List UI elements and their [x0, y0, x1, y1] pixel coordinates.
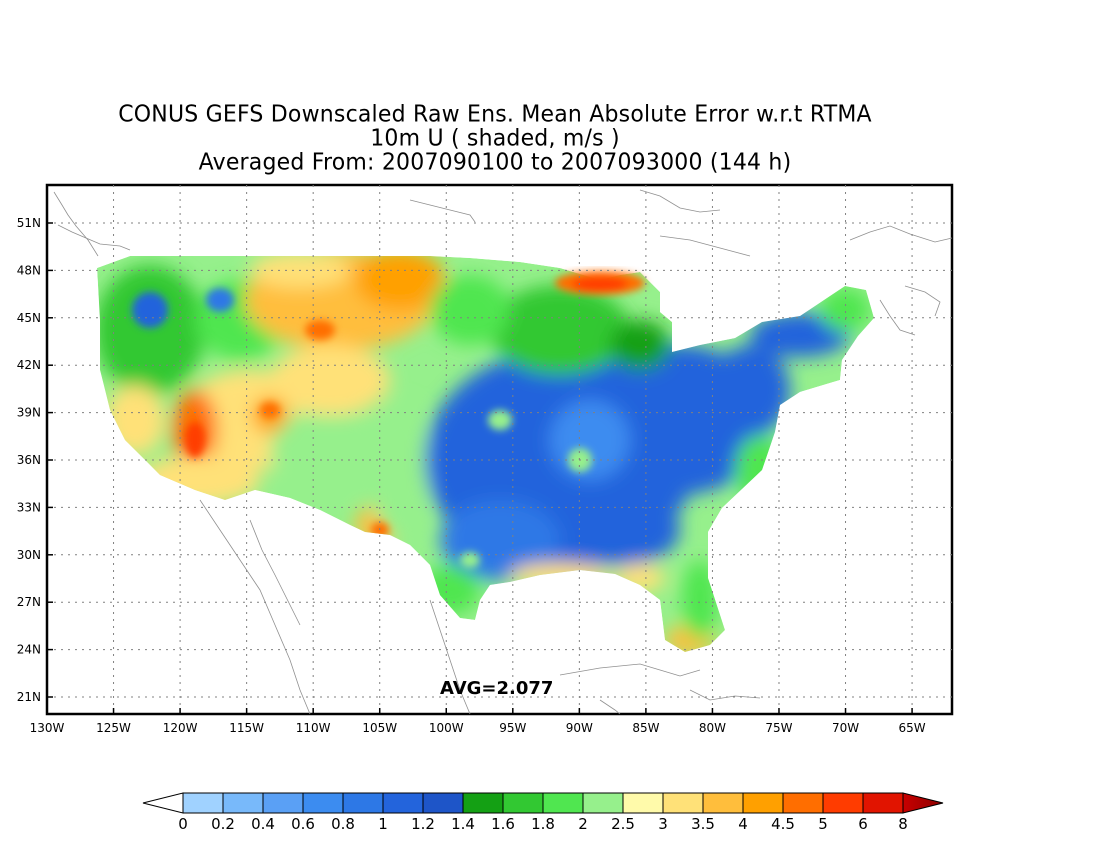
- longitude-axis: 130W 125W 120W 115W 110W 105W 100W 95W 90W 85W 80W…: [30, 708, 926, 735]
- title-line-1: CONUS GEFS Downscaled Raw Ens. Mean Abso…: [118, 101, 872, 128]
- lat-tick-label: 39N: [17, 406, 41, 420]
- latitude-axis: 51N 48N 45N 42N 39N 36N 33N 30N 27N 24N 21N: [17, 216, 53, 704]
- colorbar-box: [702, 792, 744, 814]
- colorbar-label: 3.5: [691, 815, 715, 833]
- lon-tick-label: 95W: [499, 721, 526, 735]
- coastline-layer: [53, 189, 953, 715]
- lon-tick-label: 85W: [632, 721, 659, 735]
- lon-tick-label: 80W: [699, 721, 726, 735]
- colorbar-label: 1: [378, 815, 388, 833]
- colorbar-box: [862, 792, 904, 814]
- lon-tick-label: 75W: [765, 721, 792, 735]
- lon-tick-label: 100W: [429, 721, 464, 735]
- colorbar-box: [262, 792, 304, 814]
- lon-tick-label: 120W: [163, 721, 198, 735]
- lon-tick-label: 105W: [362, 721, 397, 735]
- lake-superior-shading: [555, 271, 645, 295]
- colorbar-label: 0.6: [291, 815, 315, 833]
- lat-tick-label: 45N: [17, 311, 41, 325]
- lat-tick-label: 30N: [17, 548, 41, 562]
- colorbar-label: 1.8: [531, 815, 555, 833]
- average-label: AVG=2.077: [440, 678, 553, 699]
- lon-tick-label: 125W: [96, 721, 131, 735]
- colorbar-box: [502, 792, 544, 814]
- colorbar-box: [742, 792, 784, 814]
- colorbar-box: [342, 792, 384, 814]
- colorbar-box: [822, 792, 864, 814]
- colorbar-box: [662, 792, 704, 814]
- colorbar-label: 0.2: [211, 815, 235, 833]
- colorbar-label: 6: [858, 815, 868, 833]
- colorbar-under-triangle: [142, 792, 184, 814]
- lat-tick-label: 33N: [17, 500, 41, 514]
- colorbar-box: [622, 792, 664, 814]
- lat-tick-label: 27N: [17, 595, 41, 609]
- colorbar-box: [302, 792, 344, 814]
- lon-tick-label: 70W: [832, 721, 859, 735]
- colorbar-box: [182, 792, 224, 814]
- colorbar-over-triangle: [902, 792, 944, 814]
- colorbar-label: 4.5: [771, 815, 795, 833]
- lat-tick-label: 42N: [17, 358, 41, 372]
- colorbar-label: 5: [818, 815, 828, 833]
- title-line-3: Averaged From: 2007090100 to 2007093000 …: [198, 149, 792, 176]
- colorbar-label: 1.4: [451, 815, 475, 833]
- lat-tick-label: 36N: [17, 453, 41, 467]
- colorbar-label: 0.4: [251, 815, 275, 833]
- lat-tick-label: 24N: [17, 643, 41, 657]
- colorbar-label: 1.6: [491, 815, 515, 833]
- title-line-2: 10m U ( shaded, m/s ): [370, 125, 620, 152]
- lon-tick-label: 110W: [296, 721, 331, 735]
- lat-tick-label: 48N: [17, 263, 41, 277]
- colorbar-label: 0.8: [331, 815, 355, 833]
- colorbar-box: [542, 792, 584, 814]
- colorbar-label: 1.2: [411, 815, 435, 833]
- colorbar-label: 2: [578, 815, 588, 833]
- lon-tick-label: 90W: [566, 721, 593, 735]
- colorbar-box: [382, 792, 424, 814]
- colorbar-box: [222, 792, 264, 814]
- colorbar-box: [462, 792, 504, 814]
- colorbar-label: 3: [658, 815, 668, 833]
- lon-tick-label: 115W: [229, 721, 264, 735]
- colorbar: 0 0.2 0.4 0.6 0.8 1 1.2 1.4 1.6 1.8 2 2.5 3 3.5 4 4.5 5 6…: [142, 792, 944, 833]
- colorbar-box: [422, 792, 464, 814]
- colorbar-box: [782, 792, 824, 814]
- colorbar-label: 2.5: [611, 815, 635, 833]
- lat-tick-label: 51N: [17, 216, 41, 230]
- colorbar-box: [582, 792, 624, 814]
- lon-tick-label: 130W: [30, 721, 65, 735]
- colorbar-label: 8: [898, 815, 908, 833]
- lon-tick-label: 65W: [899, 721, 926, 735]
- colorbar-label: 0: [178, 815, 188, 833]
- lat-tick-label: 21N: [17, 690, 41, 704]
- colorbar-label: 4: [738, 815, 748, 833]
